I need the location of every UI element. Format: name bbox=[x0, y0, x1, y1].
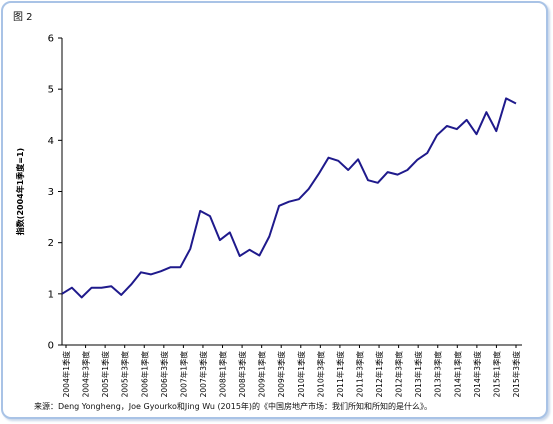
x-tick-label: 2007年3季度 bbox=[198, 351, 208, 398]
x-tick-label: 2014年1季度 bbox=[452, 351, 462, 398]
x-tick-label: 2004年1季度 bbox=[61, 351, 71, 398]
x-tick-label: 2007年1季度 bbox=[178, 351, 188, 398]
y-tick-label: 1 bbox=[48, 289, 54, 300]
y-axis-label: 指数(2004年1季度=1) bbox=[15, 148, 25, 235]
x-axis: 2004年1季度 2004年3季度 2005年1季度 2005年3季度 2006年1季度… bbox=[61, 344, 522, 398]
x-tick-label: 2006年1季度 bbox=[139, 351, 149, 398]
x-tick-label: 2015年1季度 bbox=[491, 351, 501, 398]
x-tick-label: 2006年3季度 bbox=[159, 351, 169, 398]
y-tick-label: 6 bbox=[48, 34, 54, 45]
x-tick-label: 2010年1季度 bbox=[296, 351, 306, 398]
chart-frame: 图 2 bbox=[1, 1, 548, 419]
x-tick-label: 2011年3季度 bbox=[354, 351, 364, 398]
y-tick-label: 5 bbox=[48, 85, 54, 96]
x-tick-label: 2008年1季度 bbox=[218, 351, 228, 398]
x-tick-label: 2009年3季度 bbox=[276, 351, 286, 398]
x-tick-label: 2010年3季度 bbox=[315, 351, 325, 398]
x-tick-label: 2005年3季度 bbox=[120, 351, 130, 398]
x-tick-label: 2014年3季度 bbox=[472, 351, 482, 398]
y-axis: 0 1 2 3 4 5 6 bbox=[48, 34, 63, 352]
x-tick-label: 2004年3季度 bbox=[81, 351, 91, 398]
x-tick-label: 2012年1季度 bbox=[374, 351, 384, 398]
y-tick-label: 4 bbox=[48, 136, 54, 147]
x-tick-label: 2008年3季度 bbox=[237, 351, 247, 398]
y-tick-label: 0 bbox=[48, 341, 54, 352]
x-tick-label: 2011年1季度 bbox=[335, 351, 345, 398]
source-note: 来源：Deng Yongheng，Joe Gyourko和Jing Wu (20… bbox=[34, 402, 433, 411]
y-tick-label: 2 bbox=[48, 238, 54, 249]
figure-label: 图 2 bbox=[13, 12, 33, 23]
x-tick-label: 2013年1季度 bbox=[413, 351, 423, 398]
x-tick-label: 2009年1季度 bbox=[257, 351, 267, 398]
x-tick-label: 2013年3季度 bbox=[433, 351, 443, 398]
x-tick-label: 2005年1季度 bbox=[100, 351, 110, 398]
x-tick-label: 2012年3季度 bbox=[394, 351, 404, 398]
x-tick-label: 2015年3季度 bbox=[511, 351, 521, 398]
y-tick-label: 3 bbox=[48, 187, 54, 198]
series-line bbox=[61, 97, 517, 299]
